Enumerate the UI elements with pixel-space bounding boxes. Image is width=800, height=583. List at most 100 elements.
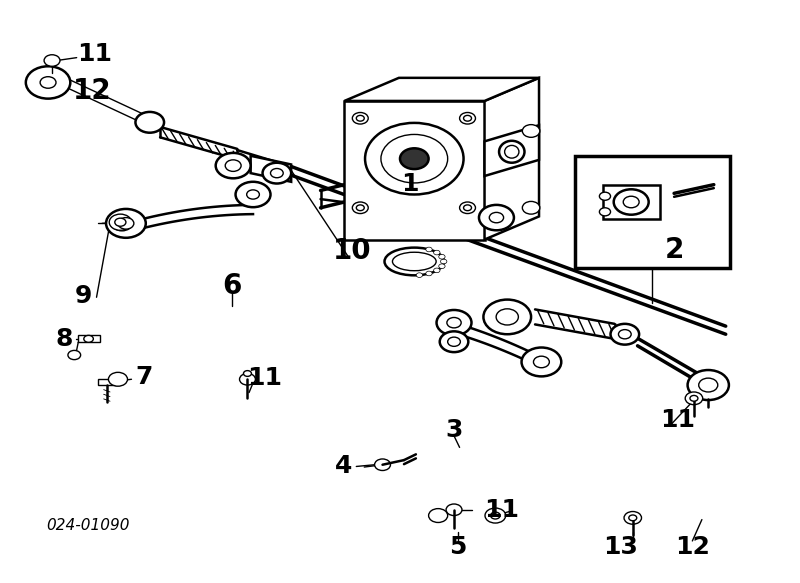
Text: 4: 4 — [335, 455, 352, 479]
Circle shape — [447, 318, 461, 328]
Polygon shape — [344, 78, 539, 101]
Circle shape — [44, 55, 60, 66]
Circle shape — [623, 196, 639, 208]
Circle shape — [441, 259, 447, 264]
Circle shape — [356, 115, 364, 121]
Circle shape — [352, 202, 368, 213]
Circle shape — [687, 370, 729, 400]
Text: 7: 7 — [135, 365, 153, 389]
Circle shape — [618, 329, 631, 339]
Text: 6: 6 — [222, 272, 242, 300]
Text: 024-01090: 024-01090 — [46, 518, 130, 533]
Text: 11: 11 — [77, 41, 112, 66]
Circle shape — [448, 337, 460, 346]
Circle shape — [522, 201, 540, 214]
Circle shape — [416, 273, 422, 278]
Circle shape — [459, 113, 475, 124]
Circle shape — [690, 395, 698, 401]
Circle shape — [381, 135, 448, 183]
Circle shape — [496, 309, 518, 325]
Text: 12: 12 — [74, 76, 112, 104]
Circle shape — [114, 218, 126, 226]
Circle shape — [365, 123, 463, 195]
Circle shape — [599, 192, 610, 201]
Text: 11: 11 — [484, 498, 519, 522]
Circle shape — [110, 214, 131, 230]
Circle shape — [109, 373, 127, 386]
Circle shape — [522, 125, 540, 138]
Circle shape — [243, 371, 251, 377]
Text: 5: 5 — [450, 535, 466, 559]
Circle shape — [226, 160, 241, 171]
Circle shape — [84, 335, 94, 342]
Ellipse shape — [393, 252, 436, 271]
Circle shape — [400, 148, 429, 169]
Circle shape — [446, 504, 462, 515]
Circle shape — [426, 247, 432, 252]
Circle shape — [440, 331, 468, 352]
Ellipse shape — [499, 141, 525, 163]
Circle shape — [118, 217, 134, 229]
Polygon shape — [250, 156, 291, 182]
Circle shape — [624, 511, 642, 524]
Circle shape — [483, 300, 531, 334]
Circle shape — [485, 508, 506, 523]
Circle shape — [235, 182, 270, 207]
Text: 12: 12 — [675, 535, 710, 559]
Circle shape — [437, 310, 471, 335]
Circle shape — [629, 515, 637, 521]
Text: 11: 11 — [661, 408, 695, 431]
Bar — [574, 156, 730, 268]
Circle shape — [438, 264, 445, 269]
Circle shape — [262, 163, 291, 184]
Polygon shape — [66, 78, 150, 127]
Circle shape — [434, 250, 440, 255]
Circle shape — [26, 66, 70, 99]
Polygon shape — [485, 78, 539, 240]
Bar — [602, 185, 660, 219]
Text: 13: 13 — [603, 535, 638, 559]
Circle shape — [698, 378, 718, 392]
Text: 2: 2 — [664, 236, 684, 264]
Polygon shape — [485, 125, 539, 176]
Circle shape — [434, 268, 440, 273]
Circle shape — [429, 508, 448, 522]
Circle shape — [239, 374, 255, 385]
Circle shape — [112, 216, 132, 231]
Circle shape — [135, 112, 164, 133]
Circle shape — [614, 189, 649, 215]
Circle shape — [356, 205, 364, 210]
Circle shape — [610, 324, 639, 345]
Ellipse shape — [385, 248, 444, 275]
Circle shape — [426, 271, 432, 276]
Circle shape — [463, 205, 471, 210]
Text: 11: 11 — [247, 366, 282, 390]
Circle shape — [374, 459, 390, 470]
Circle shape — [463, 115, 471, 121]
Circle shape — [534, 356, 550, 368]
Text: 10: 10 — [333, 237, 372, 265]
Circle shape — [68, 350, 81, 360]
Text: 9: 9 — [74, 283, 92, 308]
Circle shape — [479, 205, 514, 230]
Circle shape — [270, 168, 283, 178]
Text: 8: 8 — [55, 327, 73, 351]
Circle shape — [106, 209, 146, 238]
Circle shape — [352, 113, 368, 124]
Bar — [98, 380, 115, 385]
Bar — [344, 101, 485, 240]
Ellipse shape — [505, 145, 519, 158]
Text: 3: 3 — [446, 418, 462, 442]
Circle shape — [216, 153, 250, 178]
Circle shape — [490, 512, 500, 519]
Circle shape — [522, 347, 562, 377]
Text: 1: 1 — [402, 172, 419, 196]
Circle shape — [246, 190, 259, 199]
Circle shape — [490, 212, 503, 223]
Bar — [78, 335, 101, 342]
Circle shape — [40, 77, 56, 88]
Circle shape — [686, 392, 702, 405]
Circle shape — [459, 202, 475, 213]
Circle shape — [599, 208, 610, 216]
Circle shape — [438, 254, 445, 259]
